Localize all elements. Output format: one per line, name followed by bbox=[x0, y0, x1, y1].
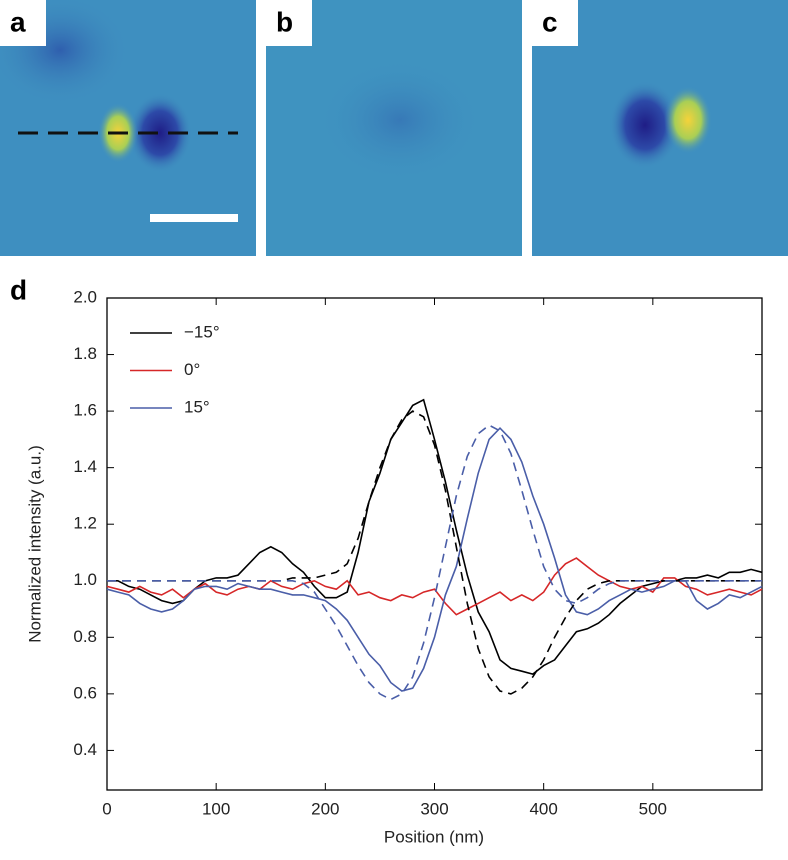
series-line bbox=[107, 398, 763, 675]
x-tick-label: 100 bbox=[202, 799, 230, 818]
y-tick-label: 0.6 bbox=[73, 683, 97, 702]
legend-label: 0° bbox=[184, 360, 200, 379]
x-tick-label: 500 bbox=[639, 799, 667, 818]
x-tick-label: 400 bbox=[529, 799, 557, 818]
series-line bbox=[106, 557, 763, 616]
y-tick-label: 0.8 bbox=[73, 627, 97, 646]
x-tick-label: 0 bbox=[102, 799, 111, 818]
plot-frame bbox=[106, 297, 763, 791]
image-panel-a bbox=[0, 0, 256, 256]
y-tick-label: 2.0 bbox=[73, 287, 97, 306]
legend-label: −15° bbox=[184, 322, 220, 341]
y-tick-label: 1.6 bbox=[73, 401, 97, 420]
panel-label: b bbox=[276, 6, 293, 37]
legend-label: 15° bbox=[184, 397, 210, 416]
y-tick-label: 1.4 bbox=[73, 457, 97, 476]
series-line bbox=[107, 424, 762, 701]
y-axis-label: Normalized intensity (a.u.) bbox=[25, 445, 44, 642]
image-panel-c bbox=[532, 0, 788, 256]
series-line bbox=[107, 410, 762, 695]
image-panel-b bbox=[266, 0, 522, 256]
x-tick-label: 300 bbox=[420, 799, 448, 818]
x-axis-label: Position (nm) bbox=[384, 827, 484, 846]
y-tick-label: 1.2 bbox=[73, 514, 97, 533]
y-tick-label: 1.8 bbox=[73, 344, 97, 363]
panel-label: c bbox=[542, 6, 558, 37]
y-tick-label: 1.0 bbox=[73, 570, 97, 589]
panel-label: d bbox=[10, 274, 27, 305]
series-line bbox=[106, 426, 763, 692]
x-tick-label: 200 bbox=[311, 799, 339, 818]
panel-label: a bbox=[10, 6, 26, 37]
y-tick-label: 0.4 bbox=[73, 740, 97, 759]
